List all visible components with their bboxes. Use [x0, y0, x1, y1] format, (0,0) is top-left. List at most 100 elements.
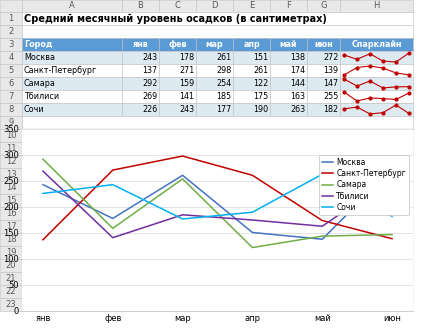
Text: Спарклайн: Спарклайн: [351, 40, 402, 49]
Text: июн: июн: [314, 40, 333, 49]
Point: [341, 106, 348, 112]
Text: 14: 14: [6, 183, 16, 192]
Bar: [0, 155, 22, 168]
Line: Санкт-Петербург: Санкт-Петербург: [43, 156, 392, 240]
Bar: [340, 77, 413, 90]
Text: 139: 139: [323, 66, 339, 75]
Bar: [233, 0, 270, 12]
Text: 190: 190: [253, 105, 269, 114]
Сочи: [250, 210, 255, 214]
Text: 137: 137: [142, 66, 158, 75]
Point: [405, 111, 412, 116]
Point: [392, 59, 399, 65]
Line: Тбилиси: Тбилиси: [43, 171, 392, 238]
Text: 9: 9: [8, 118, 13, 127]
Text: 8: 8: [8, 105, 14, 114]
Text: 292: 292: [142, 79, 158, 88]
Text: фев: фев: [168, 40, 187, 49]
Москва: [389, 167, 395, 171]
Text: 226: 226: [142, 105, 158, 114]
Bar: [196, 77, 233, 90]
Text: 254: 254: [216, 79, 231, 88]
Text: 141: 141: [180, 92, 194, 101]
Text: C: C: [174, 2, 181, 11]
Point: [392, 70, 399, 76]
Bar: [0, 25, 22, 38]
Text: 20: 20: [6, 261, 16, 270]
Text: 147: 147: [323, 79, 339, 88]
Bar: [0, 129, 22, 142]
Bar: [22, 51, 122, 64]
Bar: [307, 51, 340, 64]
Text: 17: 17: [6, 222, 16, 231]
Bar: [0, 142, 22, 155]
Text: 144: 144: [290, 79, 306, 88]
Point: [379, 96, 386, 101]
Text: 159: 159: [179, 79, 194, 88]
Text: 243: 243: [142, 53, 158, 62]
Text: май: май: [280, 40, 297, 49]
Text: апр: апр: [243, 40, 260, 49]
Text: 12: 12: [6, 157, 16, 166]
Bar: [0, 298, 22, 311]
Point: [379, 85, 386, 91]
Bar: [0, 168, 22, 181]
Самара: [319, 234, 325, 238]
Bar: [340, 103, 413, 116]
Point: [405, 84, 412, 89]
Point: [367, 95, 374, 101]
Bar: [0, 38, 22, 51]
Text: 255: 255: [323, 92, 339, 101]
Text: мар: мар: [206, 40, 224, 49]
Bar: [122, 77, 159, 90]
Text: F: F: [286, 2, 291, 11]
Сочи: [180, 217, 185, 221]
Bar: [233, 64, 270, 77]
Bar: [0, 116, 22, 129]
Text: 18: 18: [6, 235, 16, 244]
Bar: [22, 0, 122, 12]
Point: [341, 72, 348, 78]
Сочи: [319, 172, 325, 176]
Text: Тбилиси: Тбилиси: [24, 92, 59, 101]
Самара: [250, 245, 255, 249]
Bar: [0, 272, 22, 285]
Text: 261: 261: [253, 66, 269, 75]
Text: 10: 10: [6, 131, 16, 140]
Bar: [0, 64, 22, 77]
Bar: [307, 64, 340, 77]
Text: Город: Город: [24, 40, 53, 49]
Text: 163: 163: [290, 92, 306, 101]
Bar: [270, 0, 307, 12]
Text: 272: 272: [323, 53, 339, 62]
Bar: [22, 38, 122, 51]
Bar: [22, 129, 413, 142]
Москва: [110, 216, 115, 220]
Text: E: E: [249, 2, 254, 11]
Bar: [22, 25, 413, 38]
Bar: [22, 181, 413, 194]
Bar: [22, 194, 413, 207]
Тбилиси: [250, 218, 255, 222]
Point: [367, 78, 374, 84]
Bar: [159, 77, 196, 90]
Bar: [340, 0, 413, 12]
Text: D: D: [211, 2, 218, 11]
Bar: [122, 38, 159, 51]
Text: 298: 298: [216, 66, 231, 75]
Bar: [159, 0, 196, 12]
Line: Самара: Самара: [43, 159, 392, 247]
Text: 151: 151: [253, 53, 269, 62]
Bar: [196, 64, 233, 77]
Bar: [122, 90, 159, 103]
Тбилиси: [40, 169, 46, 173]
Bar: [196, 38, 233, 51]
Тбилиси: [180, 213, 185, 217]
Bar: [0, 233, 22, 246]
Text: 185: 185: [217, 92, 231, 101]
Bar: [122, 103, 159, 116]
Point: [354, 105, 361, 110]
Bar: [22, 259, 413, 272]
Bar: [340, 90, 413, 103]
Bar: [0, 90, 22, 103]
